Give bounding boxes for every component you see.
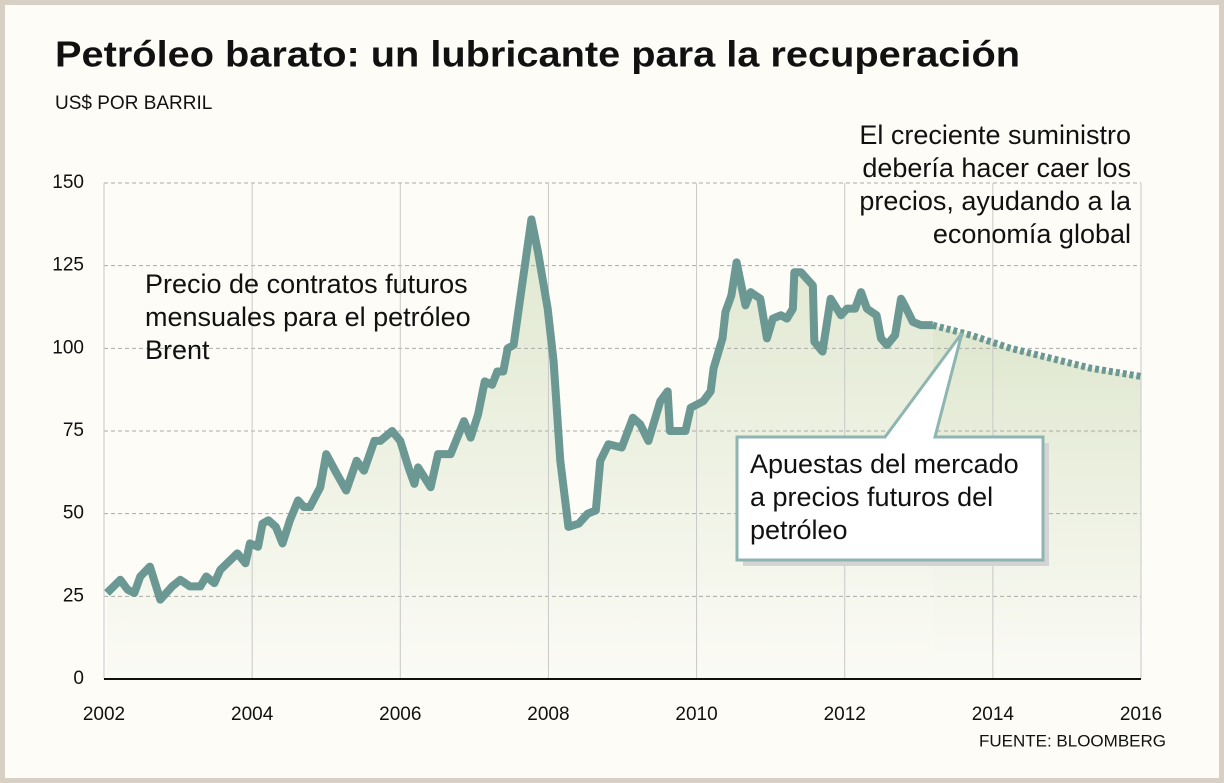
annotation: Apuestas del mercado xyxy=(750,449,1019,479)
x-tick-label: 2010 xyxy=(675,704,717,725)
x-tick-label: 2006 xyxy=(379,704,421,725)
callout xyxy=(735,332,1045,562)
x-tick-label: 2008 xyxy=(527,704,569,725)
line xyxy=(931,321,1142,380)
annotation: precios, ayudando a la xyxy=(859,186,1132,216)
x-tick-label: 2014 xyxy=(972,704,1015,725)
chart-title: Petróleo barato: un lubricante para la r… xyxy=(55,34,1020,75)
y-tick-label: 150 xyxy=(52,172,84,193)
subtitle: US$ POR BARRIL xyxy=(55,93,212,114)
y-tick-label: 125 xyxy=(52,255,84,276)
annotation: debería hacer caer los xyxy=(862,153,1131,183)
annotation: a precios futuros del xyxy=(750,482,993,512)
x-tick-label: 2004 xyxy=(231,704,274,725)
y-tick-label: 0 xyxy=(73,668,84,689)
annotation: economía global xyxy=(933,219,1131,249)
annotation: Precio de contratos futuros xyxy=(145,269,468,299)
x-tick-label: 2002 xyxy=(83,704,125,725)
x-tick-label: 2016 xyxy=(1120,704,1162,725)
y-tick-label: 75 xyxy=(63,420,84,441)
annotation: mensuales para el petróleo xyxy=(145,302,471,332)
y-tick-label: 50 xyxy=(63,503,84,524)
y-tick-label: 100 xyxy=(52,337,84,358)
annotation: Brent xyxy=(145,335,210,365)
annotation: El creciente suministro xyxy=(859,120,1131,150)
source: FUENTE: BLOOMBERG xyxy=(979,731,1166,750)
y-tick-label: 25 xyxy=(63,585,84,606)
x-tick-label: 2012 xyxy=(824,704,866,725)
line xyxy=(104,215,933,604)
annotation: petróleo xyxy=(750,515,848,545)
